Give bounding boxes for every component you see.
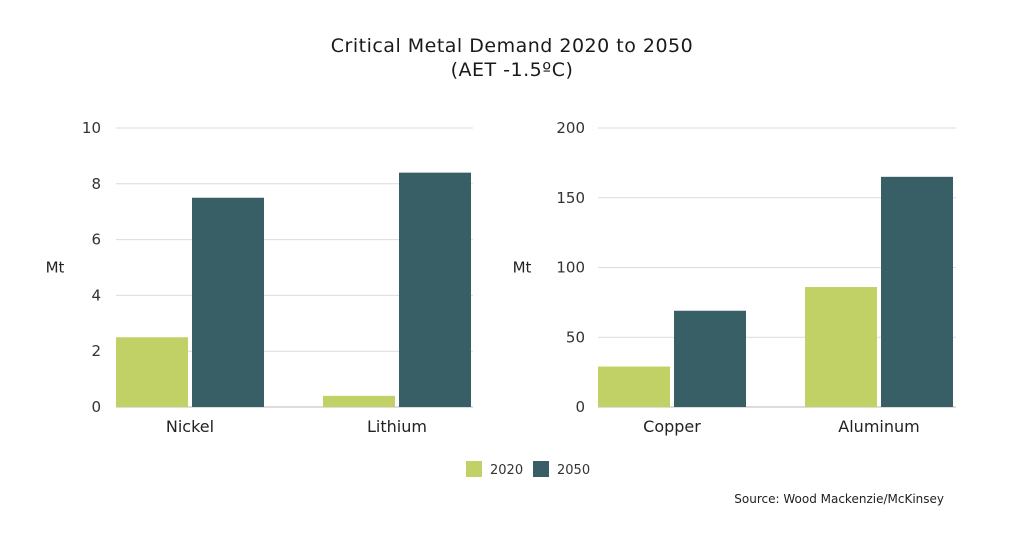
y-tick-label: 10 <box>82 119 101 137</box>
y-tick-label: 4 <box>91 286 101 304</box>
bar-lithium-2020 <box>323 395 395 407</box>
y-tick-label: 0 <box>575 398 585 416</box>
bar-copper-2050 <box>674 310 746 407</box>
bar-aluminum-2050 <box>881 176 953 407</box>
legend: 2020 2050 <box>466 461 590 478</box>
legend-label-2020: 2020 <box>490 463 523 478</box>
y-tick-label: 6 <box>91 231 101 249</box>
y-tick-label: 8 <box>91 175 101 193</box>
legend-swatch-2020 <box>466 461 482 477</box>
legend-swatch-2050 <box>533 461 549 477</box>
category-label: Copper <box>643 417 701 436</box>
chart-subtitle: (AET -1.5ºC) <box>450 59 574 81</box>
category-label: Lithium <box>367 417 427 436</box>
y-tick-label: 200 <box>556 119 585 137</box>
chart-title: Critical Metal Demand 2020 to 2050 <box>330 35 694 57</box>
category-label: Aluminum <box>838 417 919 436</box>
chart-panel-2: 0 50 100 150 200 Mt Copper Aluminum <box>513 119 956 436</box>
y-axis-label: Mt <box>513 259 532 277</box>
chart-panel-1: 0 2 4 6 8 10 Mt Nickel Lithium <box>46 119 473 436</box>
legend-label-2050: 2050 <box>557 463 590 478</box>
y-tick-label: 0 <box>91 398 101 416</box>
y-axis-label: Mt <box>46 259 65 277</box>
bar-lithium-2050 <box>399 172 471 407</box>
y-tick-label: 150 <box>556 189 585 207</box>
y-tick-label: 100 <box>556 259 585 277</box>
bar-nickel-2020 <box>116 337 188 407</box>
y-tick-label: 50 <box>566 328 585 346</box>
bar-copper-2020 <box>598 366 670 407</box>
source-note: Source: Wood Mackenzie/McKinsey <box>734 492 944 506</box>
bar-nickel-2050 <box>192 197 264 407</box>
category-label: Nickel <box>166 417 214 436</box>
y-tick-label: 2 <box>91 342 101 360</box>
chart-title-block: Critical Metal Demand 2020 to 2050 (AET … <box>0 34 1024 82</box>
bar-aluminum-2020 <box>805 287 877 407</box>
